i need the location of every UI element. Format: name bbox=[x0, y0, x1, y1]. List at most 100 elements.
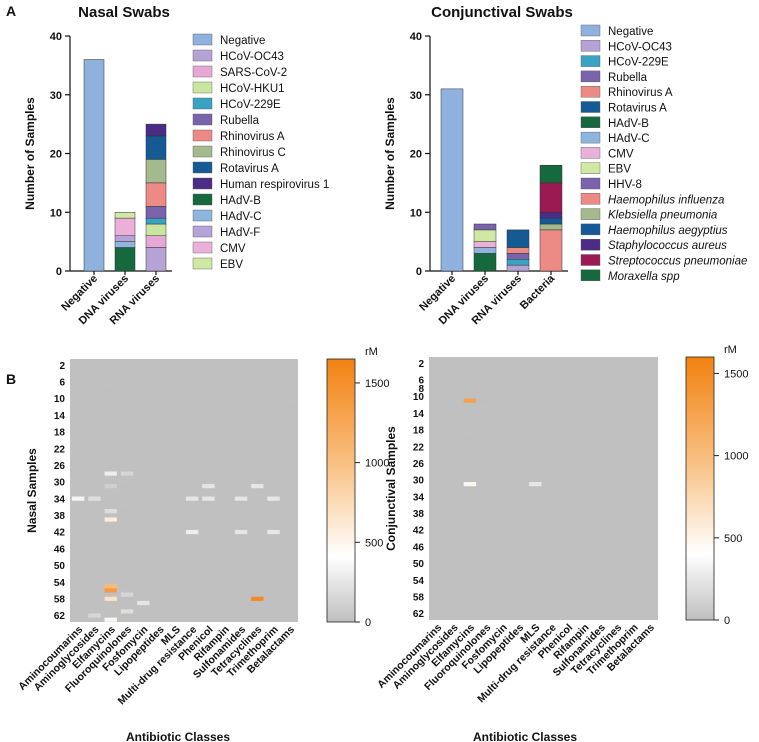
y-tick-label: 46 bbox=[413, 542, 425, 553]
legend-label: Streptococcus pneumoniae bbox=[608, 256, 747, 268]
bar-segment bbox=[114, 247, 136, 272]
heatmap-cell bbox=[463, 398, 477, 403]
heatmap-cell bbox=[480, 398, 493, 403]
legend-swatch bbox=[580, 24, 601, 37]
bar-segment bbox=[145, 235, 167, 248]
bar-segment bbox=[473, 247, 497, 254]
heatmap-cell bbox=[104, 388, 117, 393]
legend-swatch bbox=[192, 161, 213, 174]
chart-title: Conjunctival Swabs bbox=[431, 4, 573, 21]
colorbar-tick-label: 1000 bbox=[724, 451, 748, 463]
legend-swatch bbox=[580, 238, 601, 251]
bar-segment bbox=[506, 253, 530, 260]
legend-swatch bbox=[580, 131, 601, 144]
legend-swatch bbox=[192, 97, 213, 110]
conjunctival-samples-heatmap: 2681014182226303438424650545862Conjuncti… bbox=[375, 344, 748, 742]
legend-swatch bbox=[192, 225, 213, 238]
bar-segment bbox=[539, 165, 563, 184]
heatmap-cell bbox=[104, 509, 117, 514]
bar-segment bbox=[145, 123, 167, 137]
bar-segment bbox=[473, 241, 497, 248]
bar-segment bbox=[473, 229, 497, 242]
bar-segment bbox=[114, 241, 136, 248]
legend-swatch bbox=[192, 193, 213, 206]
y-axis-label: Number of Samples bbox=[383, 97, 397, 210]
y-tick-label: 0 bbox=[416, 266, 422, 278]
legend-swatch bbox=[192, 49, 213, 62]
y-tick-label: 34 bbox=[54, 494, 66, 505]
bar-segment bbox=[506, 259, 530, 266]
colorbar-tick-label: 1000 bbox=[365, 458, 389, 470]
heatmap-cell bbox=[251, 513, 264, 518]
legend-label: Rhinovirus A bbox=[608, 87, 673, 99]
heatmap-cell bbox=[71, 496, 85, 501]
y-tick-label: 30 bbox=[410, 90, 422, 102]
chart-title: Nasal Swabs bbox=[78, 4, 170, 21]
heatmap-cell bbox=[202, 484, 215, 489]
legend-swatch bbox=[580, 208, 601, 220]
y-tick-label: 10 bbox=[413, 392, 425, 403]
y-tick-label: 8 bbox=[418, 384, 424, 395]
bar-segment bbox=[539, 229, 563, 272]
nasal-swabs-bar-chart: Nasal Swabs Number of Samples 0 10 20 30 40 Neg… bbox=[23, 4, 329, 327]
panel-label-a: A bbox=[6, 3, 16, 19]
bar-segment bbox=[506, 247, 530, 254]
legend-swatch bbox=[192, 81, 213, 94]
y-tick-label: 34 bbox=[413, 492, 425, 503]
heatmap-cell bbox=[463, 436, 477, 441]
legend-swatch bbox=[192, 145, 213, 158]
heatmap-cell bbox=[202, 513, 215, 518]
y-tick-label: 6 bbox=[418, 375, 424, 386]
heatmap-cell bbox=[104, 417, 117, 422]
bar-segment bbox=[83, 59, 105, 272]
legend-label: Moraxella spp bbox=[608, 271, 680, 283]
heatmap-cell bbox=[137, 600, 150, 606]
y-tick-label: 46 bbox=[54, 544, 66, 555]
legend-label: HAdV-C bbox=[608, 133, 650, 145]
y-tick-label: 30 bbox=[54, 478, 66, 489]
heatmap-cell bbox=[463, 482, 477, 487]
legend-label: Rubella bbox=[608, 72, 648, 84]
heatmap-background bbox=[429, 357, 658, 620]
legend-swatch bbox=[192, 33, 213, 46]
colorbar-label: rM bbox=[724, 344, 737, 356]
y-tick-label: 20 bbox=[410, 149, 422, 161]
legend-swatch bbox=[192, 65, 213, 78]
bar-segment bbox=[539, 212, 563, 219]
y-tick-label: 42 bbox=[54, 528, 66, 539]
colorbar-tick-label: 0 bbox=[724, 615, 730, 627]
legend-swatch bbox=[580, 162, 601, 174]
legend-swatch bbox=[192, 177, 213, 190]
heatmap-cell bbox=[234, 496, 248, 501]
x-tick-label: Bacteria bbox=[518, 272, 558, 312]
bar-segment bbox=[145, 206, 167, 219]
legend-label: HCoV-OC43 bbox=[608, 41, 672, 53]
y-tick-label: 40 bbox=[50, 31, 62, 43]
heatmap-cell bbox=[120, 600, 134, 606]
bar-segment bbox=[145, 223, 167, 236]
colorbar-label: rM bbox=[365, 346, 378, 358]
legend-label: Staphylococcus aureus bbox=[608, 240, 727, 252]
y-tick-label: 18 bbox=[413, 426, 425, 437]
bar-segment bbox=[539, 182, 563, 213]
heatmap-cell bbox=[185, 529, 199, 535]
legend-label: HCoV-229E bbox=[608, 57, 669, 69]
y-tick-label: 30 bbox=[50, 90, 62, 102]
legend-label: Rotavirus A bbox=[608, 103, 667, 115]
legend-swatch bbox=[580, 269, 601, 281]
bar-segment bbox=[539, 223, 563, 231]
heatmap-cell bbox=[120, 609, 134, 614]
heatmap-cell bbox=[169, 496, 183, 501]
y-axis-label: Conjunctival Samples bbox=[384, 426, 398, 551]
legend-swatch bbox=[580, 147, 601, 159]
x-axis-label: Antibiotic Classes bbox=[473, 730, 577, 742]
legend-label: EBV bbox=[608, 164, 631, 176]
legend-label: HAdV-B bbox=[608, 118, 649, 130]
legend-label: HCoV-229E bbox=[220, 99, 281, 111]
y-tick-label: 10 bbox=[54, 394, 66, 405]
legend-label: Human respirovirus 1 bbox=[220, 179, 329, 191]
legend-swatch bbox=[580, 254, 601, 266]
y-axis-label: Nasal Samples bbox=[25, 448, 39, 533]
heatmap-cell bbox=[251, 596, 264, 601]
y-tick-label: 10 bbox=[50, 207, 62, 219]
